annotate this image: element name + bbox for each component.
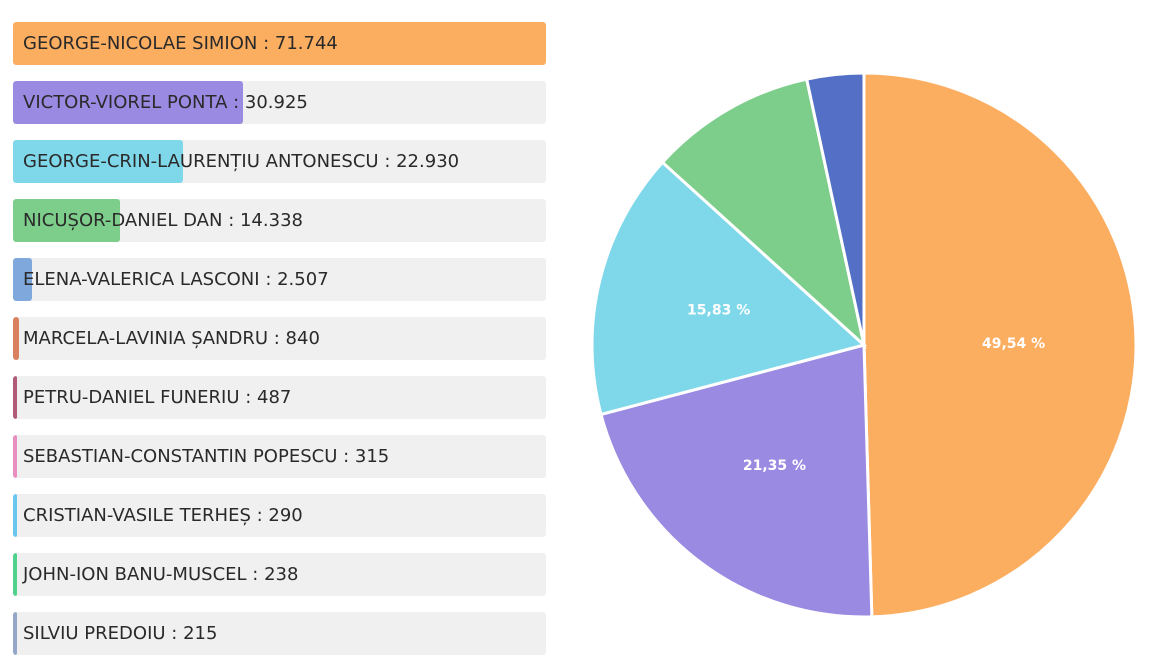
candidate-name: SILVIU PREDOIU xyxy=(23,623,166,644)
candidate-name: SEBASTIAN-CONSTANTIN POPESCU xyxy=(23,446,338,467)
bar-label: JOHN-ION BANU-MUSCEL : 238 xyxy=(23,564,299,585)
bar-label: VICTOR-VIOREL PONTA : 30.925 xyxy=(23,92,308,113)
candidate-name: VICTOR-VIOREL PONTA xyxy=(23,92,228,113)
bar-fill xyxy=(13,199,120,242)
candidate-name: CRISTIAN-VASILE TERHEȘ xyxy=(23,505,251,526)
bar-row: JOHN-ION BANU-MUSCEL : 238 xyxy=(13,553,546,596)
candidate-name: GEORGE-NICOLAE SIMION xyxy=(23,33,258,54)
vote-count: 30.925 xyxy=(244,92,308,113)
bar-fill xyxy=(13,81,243,124)
vote-count: 2.507 xyxy=(277,269,329,290)
bar-row: CRISTIAN-VASILE TERHEȘ : 290 xyxy=(13,494,546,537)
results-bar-list: GEORGE-NICOLAE SIMION : 71.744 VICTOR-VIO… xyxy=(13,22,546,671)
vote-count: 215 xyxy=(183,623,218,644)
bar-row: GEORGE-NICOLAE SIMION : 71.744 xyxy=(13,22,546,65)
bar-label: GEORGE-CRIN-LAURENȚIU ANTONESCU : 22.930 xyxy=(23,151,460,172)
bar-fill xyxy=(13,22,546,65)
bar-row: GEORGE-CRIN-LAURENȚIU ANTONESCU : 22.930 xyxy=(13,140,546,183)
bar-fill xyxy=(13,376,17,419)
candidate-name: GEORGE-CRIN-LAURENȚIU ANTONESCU xyxy=(23,151,379,172)
bar-row: VICTOR-VIOREL PONTA : 30.925 xyxy=(13,81,546,124)
pie-slice xyxy=(590,160,868,417)
pie-slice-label: 15,83 % xyxy=(687,303,750,319)
candidate-name: JOHN-ION BANU-MUSCEL xyxy=(23,564,247,585)
candidate-name: ELENA-VALERICA LASCONI xyxy=(23,269,260,290)
pie-slice xyxy=(804,71,866,346)
pie-slice xyxy=(660,77,867,350)
candidate-name: NICUȘOR-DANIEL DAN xyxy=(23,210,223,231)
bar-label: SEBASTIAN-CONSTANTIN POPESCU : 315 xyxy=(23,446,390,467)
vote-count: 71.744 xyxy=(274,33,338,54)
pie-slice xyxy=(862,71,1138,619)
bar-row: SILVIU PREDOIU : 215 xyxy=(13,612,546,655)
vote-count: 22.930 xyxy=(396,151,460,172)
bar-fill xyxy=(13,553,17,596)
bar-fill xyxy=(13,140,184,183)
bar-row: SEBASTIAN-CONSTANTIN POPESCU : 315 xyxy=(13,435,546,478)
pie-slice xyxy=(599,343,874,619)
vote-count: 290 xyxy=(268,505,303,526)
bar-label: MARCELA-LAVINIA ȘANDRU : 840 xyxy=(23,328,320,349)
bar-fill xyxy=(13,435,17,478)
vote-count: 14.338 xyxy=(239,210,303,231)
bar-fill xyxy=(13,494,17,537)
bar-row: MARCELA-LAVINIA ȘANDRU : 840 xyxy=(13,317,546,360)
vote-count: 315 xyxy=(354,446,390,467)
bar-label: SILVIU PREDOIU : 215 xyxy=(23,623,218,644)
vote-count: 487 xyxy=(257,387,292,408)
bar-label: CRISTIAN-VASILE TERHEȘ : 290 xyxy=(23,505,303,526)
bar-row: ELENA-VALERICA LASCONI : 2.507 xyxy=(13,258,546,301)
candidate-name: MARCELA-LAVINIA ȘANDRU xyxy=(23,328,269,349)
pie-slice-label: 21,35 % xyxy=(743,458,806,474)
bar-fill xyxy=(13,612,17,655)
vote-count: 840 xyxy=(285,328,320,349)
bar-fill xyxy=(13,317,20,360)
bar-label: NICUȘOR-DANIEL DAN : 14.338 xyxy=(23,210,303,231)
bar-label: PETRU-DANIEL FUNERIU : 487 xyxy=(23,387,292,408)
bar-label: ELENA-VALERICA LASCONI : 2.507 xyxy=(23,269,329,290)
vote-count: 238 xyxy=(264,564,299,585)
results-pie-chart: 49,54 % 21,35 % 15,83 % xyxy=(590,71,1138,619)
bar-row: NICUȘOR-DANIEL DAN : 14.338 xyxy=(13,199,546,242)
pie-slice-label: 49,54 % xyxy=(982,336,1045,352)
candidate-name: PETRU-DANIEL FUNERIU xyxy=(23,387,240,408)
bar-fill xyxy=(13,258,32,301)
bar-label: GEORGE-NICOLAE SIMION : 71.744 xyxy=(23,33,338,54)
bar-row: PETRU-DANIEL FUNERIU : 487 xyxy=(13,376,546,419)
